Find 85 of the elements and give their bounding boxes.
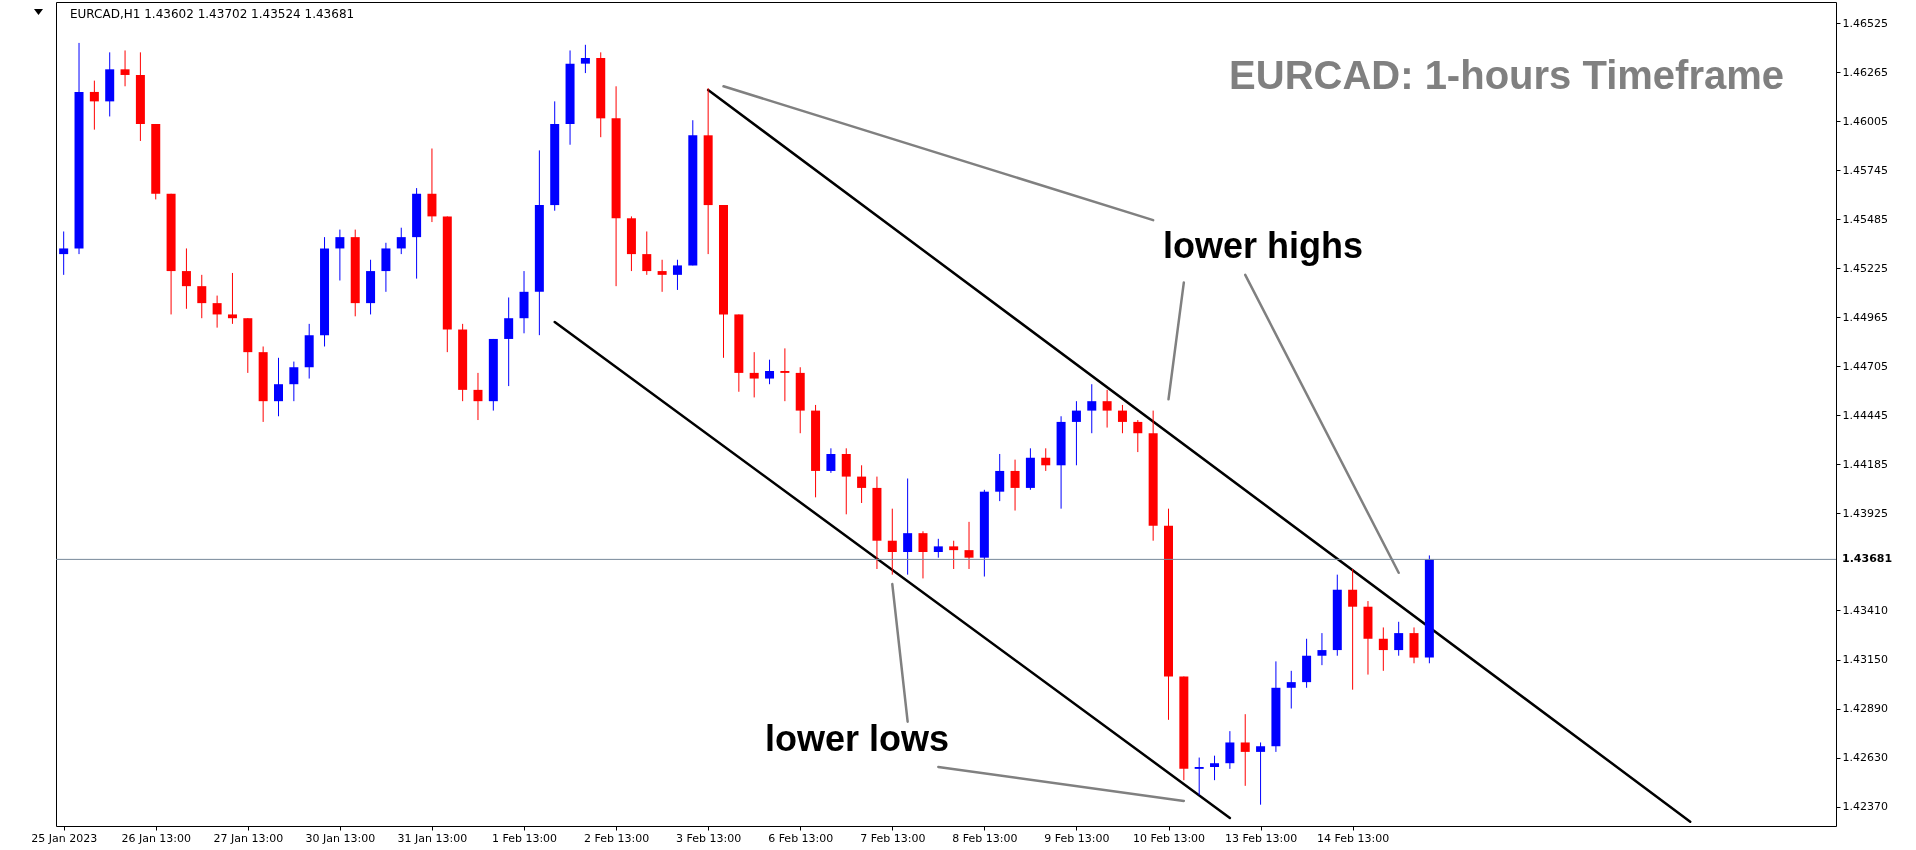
candlestick xyxy=(642,230,652,276)
y-tick-label: 1.43150 xyxy=(1842,653,1888,666)
candlestick xyxy=(89,80,99,131)
candlestick xyxy=(580,44,590,74)
candlestick xyxy=(504,296,514,387)
x-tick-label: 7 Feb 13:00 xyxy=(860,831,926,845)
candlestick xyxy=(749,351,759,398)
candlestick xyxy=(1256,741,1266,806)
candlestick xyxy=(396,227,406,255)
y-tick-label: 1.42630 xyxy=(1842,751,1888,765)
ref-line-label: 1.43681 xyxy=(1842,552,1893,566)
candlestick xyxy=(1317,632,1327,666)
y-tick-label: 1.44185 xyxy=(1842,457,1888,471)
candlestick xyxy=(1194,757,1204,796)
y-tick-label: 1.42890 xyxy=(1842,702,1888,716)
candlestick xyxy=(841,447,851,515)
candlestick xyxy=(1348,568,1358,691)
y-tick-label: 1.44705 xyxy=(1842,359,1888,373)
candlestick xyxy=(1087,383,1097,434)
y-tick-label: 1.46265 xyxy=(1842,65,1888,79)
candlestick xyxy=(964,521,974,570)
candlestick xyxy=(780,347,790,402)
candlestick xyxy=(1071,400,1081,466)
y-tick-label: 1.46005 xyxy=(1842,114,1888,128)
candlestick xyxy=(1225,730,1235,770)
y-tick-label: 1.44445 xyxy=(1842,408,1888,422)
annotation: lower lows xyxy=(764,718,950,759)
y-tick-label: 1.45225 xyxy=(1842,261,1888,275)
candlestick xyxy=(765,359,775,385)
candlestick xyxy=(1102,389,1112,429)
candlestick xyxy=(59,230,69,276)
candlestick xyxy=(887,508,897,576)
candlestick xyxy=(381,242,391,293)
x-tick-label: 14 Feb 13:00 xyxy=(1317,831,1390,845)
candlestick xyxy=(1394,621,1404,657)
candlestick xyxy=(227,272,237,325)
candlestick xyxy=(903,477,913,576)
candlestick xyxy=(289,361,299,402)
y-tick-label: 1.43410 xyxy=(1842,603,1888,617)
candlestick xyxy=(918,530,928,579)
candlestick xyxy=(1041,447,1051,472)
y-tick-label: 1.45485 xyxy=(1842,212,1888,226)
x-tick-label: 27 Jan 13:00 xyxy=(213,831,284,845)
x-tick-label: 2 Feb 13:00 xyxy=(584,831,650,845)
x-tick-label: 3 Feb 13:00 xyxy=(676,831,742,845)
x-tick-label: 6 Feb 13:00 xyxy=(768,831,834,845)
y-tick-label: 1.45745 xyxy=(1842,163,1888,177)
x-tick-label: 26 Jan 13:00 xyxy=(121,831,192,845)
candlestick xyxy=(473,372,483,421)
candlestick xyxy=(197,274,207,319)
candlestick xyxy=(274,357,283,417)
candlestick xyxy=(1117,404,1127,434)
candlestick xyxy=(933,538,943,559)
candlestick xyxy=(1286,670,1296,710)
candlestick xyxy=(857,464,867,504)
candlestick xyxy=(1378,626,1388,672)
y-tick-label: 1.46525 xyxy=(1842,16,1888,30)
text: EURCAD: 1-hours Timeframe xyxy=(1229,53,1784,97)
annotation: EURCAD,H1 1.43602 1.43702 1.43524 1.43681 xyxy=(70,7,355,21)
candlestick xyxy=(212,295,222,329)
x-tick-label: 25 Jan 2023 xyxy=(31,831,98,845)
y-tick-label: 1.42370 xyxy=(1842,800,1888,814)
x-tick-label: 9 Feb 13:00 xyxy=(1044,831,1110,845)
annotation: lower highs xyxy=(1162,225,1364,266)
y-tick-label: 1.43925 xyxy=(1842,506,1888,520)
x-tick-label: 10 Feb 13:00 xyxy=(1132,831,1206,845)
x-tick-label: 13 Feb 13:00 xyxy=(1224,831,1298,845)
candlestick xyxy=(120,49,130,87)
x-tick-label: 8 Feb 13:00 xyxy=(952,831,1018,845)
x-tick-label: 31 Jan 13:00 xyxy=(397,831,468,845)
candlestick xyxy=(427,148,437,223)
candlestick xyxy=(1010,459,1020,512)
candlestick xyxy=(1133,419,1143,453)
candlestick xyxy=(826,447,836,474)
candlestick xyxy=(672,259,682,291)
candlestick xyxy=(949,540,959,570)
y-tick-label: 1.44965 xyxy=(1842,310,1888,324)
candlestick xyxy=(995,453,1005,502)
x-tick-label: 1 Feb 13:00 xyxy=(491,831,558,845)
candlestick xyxy=(1240,713,1250,787)
x-tick-label: 30 Jan 13:00 xyxy=(305,831,376,845)
candlestick xyxy=(335,229,345,281)
candlestick xyxy=(1210,755,1220,781)
candlestick xyxy=(657,259,667,293)
candlestick xyxy=(181,247,191,310)
